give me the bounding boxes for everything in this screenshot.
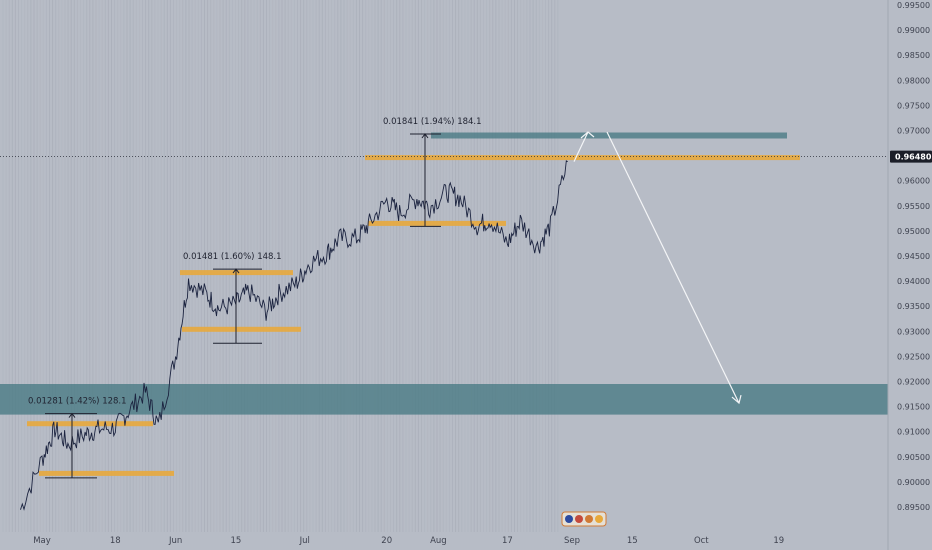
y-tick-label: 0.93000 [897,327,930,336]
projection-arrows [573,131,742,405]
x-tick-label: 20 [381,536,392,546]
zone-resistance [365,155,800,161]
y-tick-label: 0.90500 [897,453,930,462]
x-tick-label: Oct [694,536,709,546]
y-tick-label: 0.89500 [897,503,930,512]
projection-down-leg [606,131,740,404]
measure-label: 0.01841 (1.94%) 184.1 [383,117,482,127]
x-tick-label: May [33,536,51,546]
y-tick-label: 0.99000 [897,26,930,35]
y-tick-label: 0.95500 [897,202,930,211]
vertical-stripes [2,0,559,532]
x-tick-label: 17 [502,536,513,546]
y-tick-label: 0.96000 [897,177,930,186]
y-tick-label: 0.99500 [897,1,930,10]
projection-down-arrowhead [731,394,742,405]
y-tick-label: 0.92500 [897,352,930,361]
y-tick-label: 0.90000 [897,478,930,487]
zone-support [368,220,506,226]
current-price-tag-box [890,150,932,163]
time-axis[interactable]: May 18 Jun 15 Jul 20 Aug 17 Sep 15 Oct 19 [33,536,784,546]
measure-label: 0.01481 (1.60%) 148.1 [183,252,282,262]
x-tick-label: 18 [110,536,121,546]
measure-arrowhead [68,412,76,418]
y-tick-label: 0.94000 [897,277,930,286]
price-line[interactable] [20,160,568,511]
measure-label: 0.01281 (1.42%) 128.1 [28,397,127,407]
y-tick-label: 0.95000 [897,227,930,236]
y-tick-label: 0.91000 [897,428,930,437]
x-tick-label: 15 [627,536,638,546]
x-tick-label: 19 [773,536,784,546]
y-tick-label: 0.97000 [897,127,930,136]
y-tick-label: 0.92000 [897,378,930,387]
zone-support [39,470,174,476]
zone-demand [0,384,888,415]
y-tick-label: 0.93500 [897,302,930,311]
x-tick-label: Jul [299,536,310,546]
x-tick-label: Jun [168,536,182,546]
measure-arrowhead [232,268,240,274]
zone-support [182,326,301,332]
current-price-label: 0.96480 [895,153,932,162]
y-tick-label: 0.94500 [897,252,930,261]
event-flags-icon[interactable] [561,511,607,527]
x-tick-label: 15 [230,536,241,546]
current-price-tag: 0.96480 [890,150,932,163]
y-tick-label: 0.98000 [897,76,930,85]
x-tick-label: Aug [430,536,447,546]
y-tick-label: 0.98500 [897,51,930,60]
projection-up-arrowhead [580,131,595,139]
measure-arrowhead [421,133,429,139]
projection-up-leg [573,131,589,162]
zone-support [27,421,153,427]
y-tick-label: 0.91500 [897,403,930,412]
x-tick-label: Sep [564,536,580,546]
y-tick-label: 0.97500 [897,101,930,110]
measurements-layer: 0.01281 (1.42%) 128.1 0.01481 (1.60%) 148… [28,117,482,479]
y-axis[interactable]: 0.99500 0.99000 0.98500 0.98000 0.97500 0.970… [897,1,930,512]
